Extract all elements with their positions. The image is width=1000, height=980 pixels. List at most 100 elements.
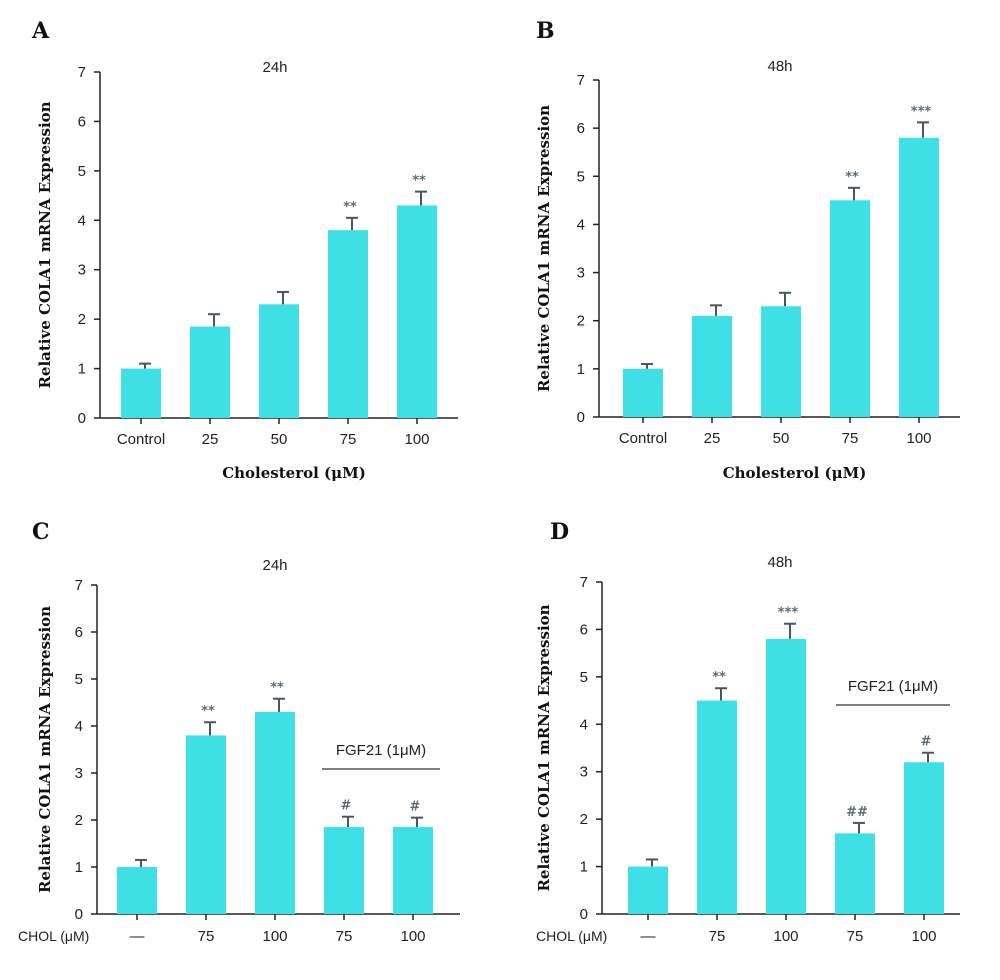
y-tick-label: 7	[78, 64, 86, 81]
x-axis-label: Cholesterol (μM)	[222, 464, 366, 482]
significance-marker: **	[845, 170, 859, 185]
y-tick-label: 6	[78, 113, 86, 130]
y-tick-label: 6	[577, 120, 585, 137]
bar	[397, 205, 437, 418]
x-tick-label: 75	[198, 928, 215, 945]
significance-marker: #	[921, 735, 932, 750]
x-tick-label: 75	[709, 928, 726, 945]
row-label: CHOL (μM)	[536, 928, 607, 944]
y-tick-label: 7	[75, 577, 83, 594]
bar	[766, 638, 806, 914]
panel-c: C 24h 0 1 2 3 4 5 6 7 Relative COLA1 mRNA Expressi…	[18, 519, 460, 945]
x-tick-label: 100	[404, 431, 429, 448]
row-label: CHOL (μM)	[18, 928, 89, 944]
y-tick-label: 5	[580, 669, 588, 686]
y-tick-label: 4	[577, 216, 585, 233]
significance-marker: **	[270, 681, 284, 696]
y-tick-label: 5	[78, 163, 86, 180]
y-axis-label: Relative COLA1 mRNA Expression	[36, 606, 54, 893]
panel-a: A 24h 0 1 2 3 4 5 6 7 Relative COLA1 mRNA Expressi…	[31, 18, 458, 482]
y-tick-label: 3	[577, 265, 585, 282]
significance-marker: #	[341, 799, 352, 814]
x-tick-label: 75	[847, 928, 864, 945]
bar	[324, 827, 364, 914]
y-tick-label: 7	[577, 72, 585, 89]
significance-marker: **	[712, 670, 726, 685]
bar	[393, 827, 433, 914]
y-tick-label: 1	[577, 361, 585, 378]
x-tick-label: —	[130, 928, 145, 945]
bar	[328, 230, 368, 418]
y-tick-label: 0	[75, 906, 83, 923]
x-tick-label: 100	[400, 928, 425, 945]
significance-marker: **	[412, 174, 426, 189]
group-label: FGF21 (1μM)	[848, 678, 938, 695]
x-tick-label: 100	[911, 928, 936, 945]
bar	[628, 866, 668, 914]
significance-marker: ***	[778, 606, 799, 621]
chart-title: 24h	[262, 59, 287, 76]
y-tick-label: 0	[580, 906, 588, 923]
x-tick-label: —	[641, 928, 656, 945]
y-tick-label: 7	[580, 574, 588, 591]
bar	[190, 326, 230, 418]
significance-marker: ##	[846, 805, 868, 820]
x-tick-label: 100	[262, 928, 287, 945]
bar	[186, 735, 226, 914]
panel-label: D	[550, 519, 569, 545]
panel-label: B	[536, 18, 555, 44]
bar	[623, 368, 663, 417]
y-tick-label: 6	[580, 621, 588, 638]
y-axis-label: Relative COLA1 mRNA Expression	[535, 105, 553, 392]
x-tick-label: 75	[842, 430, 859, 447]
y-tick-label: 4	[78, 212, 86, 229]
x-tick-label: 25	[704, 430, 721, 447]
y-tick-label: 5	[75, 671, 83, 688]
bar	[255, 711, 295, 914]
bar	[697, 700, 737, 914]
x-tick-label: 25	[202, 431, 219, 448]
x-tick-label: 100	[773, 928, 798, 945]
y-tick-label: 2	[580, 811, 588, 828]
bar	[259, 304, 299, 418]
panel-label: C	[32, 519, 50, 545]
group-label: FGF21 (1μM)	[336, 742, 426, 759]
x-tick-label: 75	[340, 431, 357, 448]
chart-title: 48h	[767, 554, 792, 571]
significance-marker: **	[201, 704, 215, 719]
x-tick-label: Control	[619, 430, 667, 447]
bar	[899, 137, 939, 417]
y-tick-label: 0	[577, 409, 585, 426]
y-tick-label: 4	[580, 716, 588, 733]
x-tick-label: 50	[773, 430, 790, 447]
x-tick-label: 75	[336, 928, 353, 945]
y-axis-label: Relative COLA1 mRNA Expression	[36, 101, 54, 388]
bar	[692, 315, 732, 417]
y-axis-label: Relative COLA1 mRNA Expression	[535, 604, 553, 891]
bar	[761, 306, 801, 417]
significance-marker: #	[410, 800, 421, 815]
significance-marker: **	[343, 200, 357, 215]
y-tick-label: 5	[577, 168, 585, 185]
y-tick-label: 2	[78, 311, 86, 328]
y-tick-label: 1	[75, 859, 83, 876]
chart-title: 24h	[262, 557, 287, 574]
panel-d: D 48h 0 1 2 3 4 5 6 7 Relative COLA1 mRNA Expressi…	[535, 519, 960, 945]
y-tick-label: 4	[75, 718, 83, 735]
x-tick-label: Control	[117, 431, 165, 448]
bar	[904, 762, 944, 914]
y-tick-label: 3	[580, 764, 588, 781]
panel-label: A	[31, 18, 50, 44]
x-tick-label: 50	[271, 431, 288, 448]
bar	[835, 833, 875, 914]
y-tick-label: 6	[75, 624, 83, 641]
x-tick-label: 100	[906, 430, 931, 447]
bar	[830, 200, 870, 417]
y-tick-label: 1	[78, 361, 86, 378]
y-tick-label: 2	[75, 812, 83, 829]
y-tick-label: 0	[78, 410, 86, 427]
bar	[117, 867, 157, 914]
bar	[121, 368, 161, 418]
y-tick-label: 3	[75, 765, 83, 782]
